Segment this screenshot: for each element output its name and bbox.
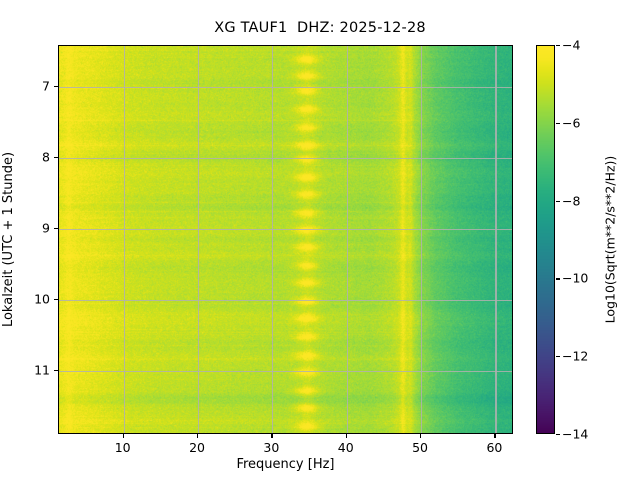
x-tick-label: 10 <box>114 440 131 455</box>
y-axis-label-text: Lokalzeit (UTC + 1 Stunde) <box>1 151 17 328</box>
colorbar-tick-mark <box>556 45 560 47</box>
colorbar-gradient <box>537 46 554 433</box>
colorbar-tick-label: −6 <box>562 115 581 131</box>
x-tick-label: 30 <box>263 440 280 455</box>
y-tick-mark <box>54 227 58 229</box>
colorbar-label: Log10(Sqrt(m**2/s**2/Hz)) <box>600 45 620 434</box>
y-tick-label: 7 <box>42 78 50 94</box>
colorbar-tick-mark <box>556 200 560 202</box>
colorbar[interactable] <box>536 45 555 434</box>
colorbar-tick-label: −14 <box>562 426 589 442</box>
x-tick-label: 20 <box>189 440 205 455</box>
x-tick-mark <box>420 434 422 438</box>
x-tick-label: 60 <box>486 440 503 455</box>
x-tick-label: 50 <box>412 440 429 455</box>
spectrogram-image <box>59 46 512 433</box>
x-tick-mark <box>271 434 273 438</box>
y-tick-label: 8 <box>42 149 50 165</box>
x-tick-label: 40 <box>337 440 354 455</box>
colorbar-tick-mark <box>556 356 560 358</box>
x-tick-mark <box>494 434 496 438</box>
colorbar-tick-label: −4 <box>562 37 581 53</box>
y-axis-label: Lokalzeit (UTC + 1 Stunde) <box>0 45 18 434</box>
colorbar-tick-label: −10 <box>562 270 589 286</box>
colorbar-tick-mark <box>556 434 560 436</box>
colorbar-tick-label: −12 <box>562 348 589 364</box>
y-tick-mark <box>54 370 58 372</box>
y-tick-mark <box>54 298 58 301</box>
spectrogram-axes[interactable] <box>58 45 513 434</box>
y-tick-mark <box>54 156 58 158</box>
y-tick-label: 10 <box>34 291 50 307</box>
y-tick-mark <box>54 85 58 87</box>
x-tick-mark <box>345 434 347 438</box>
colorbar-tick-mark <box>556 278 560 280</box>
colorbar-tick-label: −8 <box>562 193 581 209</box>
page-title: XG TAUF1 DHZ: 2025-12-28 <box>214 20 426 36</box>
colorbar-tick-mark <box>556 122 560 124</box>
colorbar-label-text: Log10(Sqrt(m**2/s**2/Hz)) <box>602 155 618 324</box>
y-tick-label: 11 <box>34 362 50 378</box>
x-axis-label: Frequency [Hz] <box>236 457 335 472</box>
y-tick-label: 9 <box>42 220 50 236</box>
x-tick-mark <box>197 434 199 438</box>
x-tick-mark <box>122 434 124 438</box>
